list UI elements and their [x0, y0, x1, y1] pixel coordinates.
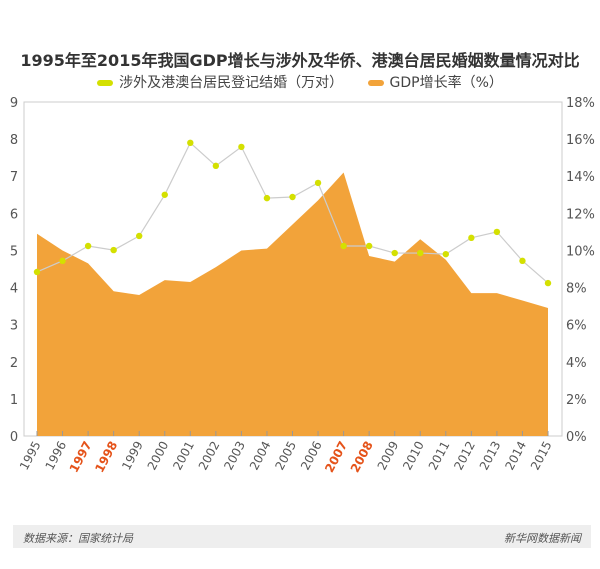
legend-swatch-line [97, 80, 114, 86]
x-tick-label: 2011 [426, 439, 453, 473]
marriage-point [519, 257, 526, 265]
x-tick-label: 2007 [322, 439, 350, 475]
y-left-tick-label: 1 [10, 393, 18, 408]
marriage-point [544, 279, 552, 287]
x-tick-label: 1999 [119, 439, 146, 473]
marriage-point [84, 242, 92, 250]
x-tick-label: 2010 [400, 439, 427, 473]
marriage-point [468, 234, 475, 242]
marriage-point [417, 249, 424, 257]
y-right-tick-label: 2% [566, 393, 587, 408]
y-left-tick-label: 8 [10, 133, 18, 148]
x-tick-label: 2015 [528, 439, 555, 473]
y-right-tick-label: 18% [566, 96, 595, 111]
y-right-tick-label: 16% [566, 133, 595, 148]
y-left-tick-label: 9 [10, 96, 18, 111]
y-left-tick-label: 3 [10, 319, 18, 334]
x-tick-label: 1998 [92, 439, 120, 475]
legend-item-marriages: 涉外及港澳台居民登记结婚（万对） [97, 72, 343, 92]
legend-label: 涉外及港澳台居民登记结婚（万对） [119, 75, 344, 91]
x-tick-label: 2014 [502, 439, 529, 473]
marriage-point [110, 246, 117, 254]
marriage-point [442, 250, 449, 258]
y-left-tick-label: 0 [10, 430, 18, 445]
x-tick-label: 1996 [42, 439, 69, 473]
x-tick-label: 2013 [477, 439, 504, 473]
x-tick-label: 1995 [17, 439, 44, 473]
x-tick-label: 2003 [221, 439, 248, 473]
y-left-tick-label: 7 [10, 170, 18, 185]
gdp-area [37, 172, 548, 436]
brand-text: 新华网数据新闻 [504, 532, 581, 545]
marriage-point [314, 179, 322, 187]
legend: 涉外及港澳台居民登记结婚（万对） GDP增长率（%） [0, 72, 600, 92]
x-tick-label: 2012 [451, 439, 478, 473]
marriage-point [289, 193, 296, 201]
y-right-tick-label: 12% [566, 207, 595, 222]
marriage-point [238, 143, 245, 151]
marriage-point [187, 139, 194, 147]
marriage-point [391, 249, 398, 257]
x-tick-label: 2006 [298, 439, 325, 473]
legend-swatch-area [367, 80, 384, 86]
x-tick-label: 2004 [247, 439, 274, 473]
x-tick-label: 2005 [272, 439, 299, 473]
legend-label: GDP增长率（%） [389, 75, 503, 91]
y-right-tick-label: 14% [566, 170, 595, 185]
marriage-point [161, 191, 168, 198]
y-left-tick-label: 4 [10, 282, 18, 297]
marriage-point [136, 232, 143, 240]
x-tick-label: 2001 [170, 439, 197, 473]
y-right-tick-label: 0% [566, 430, 587, 445]
legend-item-gdp: GDP增长率（%） [367, 72, 503, 92]
marriage-point [263, 194, 271, 202]
x-tick-label: 2002 [196, 439, 223, 473]
y-right-tick-label: 10% [566, 244, 595, 259]
marriage-point [365, 242, 373, 250]
x-tick-label: 2008 [348, 439, 376, 475]
chart-title: 1995年至2015年我国GDP增长与涉外及华侨、港澳台居民婚姻数量情况对比 [20, 51, 580, 70]
marriage-point [33, 268, 41, 276]
x-tick-label: 2000 [145, 439, 172, 473]
y-left-tick-label: 6 [10, 207, 18, 222]
footer: 数据来源：国家统计局 新华网数据新闻 [13, 525, 591, 548]
marriage-point [340, 242, 347, 250]
y-left-tick-label: 2 [10, 356, 18, 371]
marriage-point [493, 228, 501, 236]
y-right-tick-label: 8% [566, 282, 587, 297]
y-right-tick-label: 4% [566, 356, 587, 371]
x-tick-label: 1997 [67, 439, 95, 475]
y-left-tick-label: 5 [10, 244, 18, 259]
source-text: 数据来源：国家统计局 [23, 532, 133, 545]
y-right-tick-label: 6% [566, 319, 587, 334]
x-tick-label: 2009 [375, 439, 402, 473]
marriage-point [59, 257, 66, 265]
marriage-point [212, 162, 220, 170]
